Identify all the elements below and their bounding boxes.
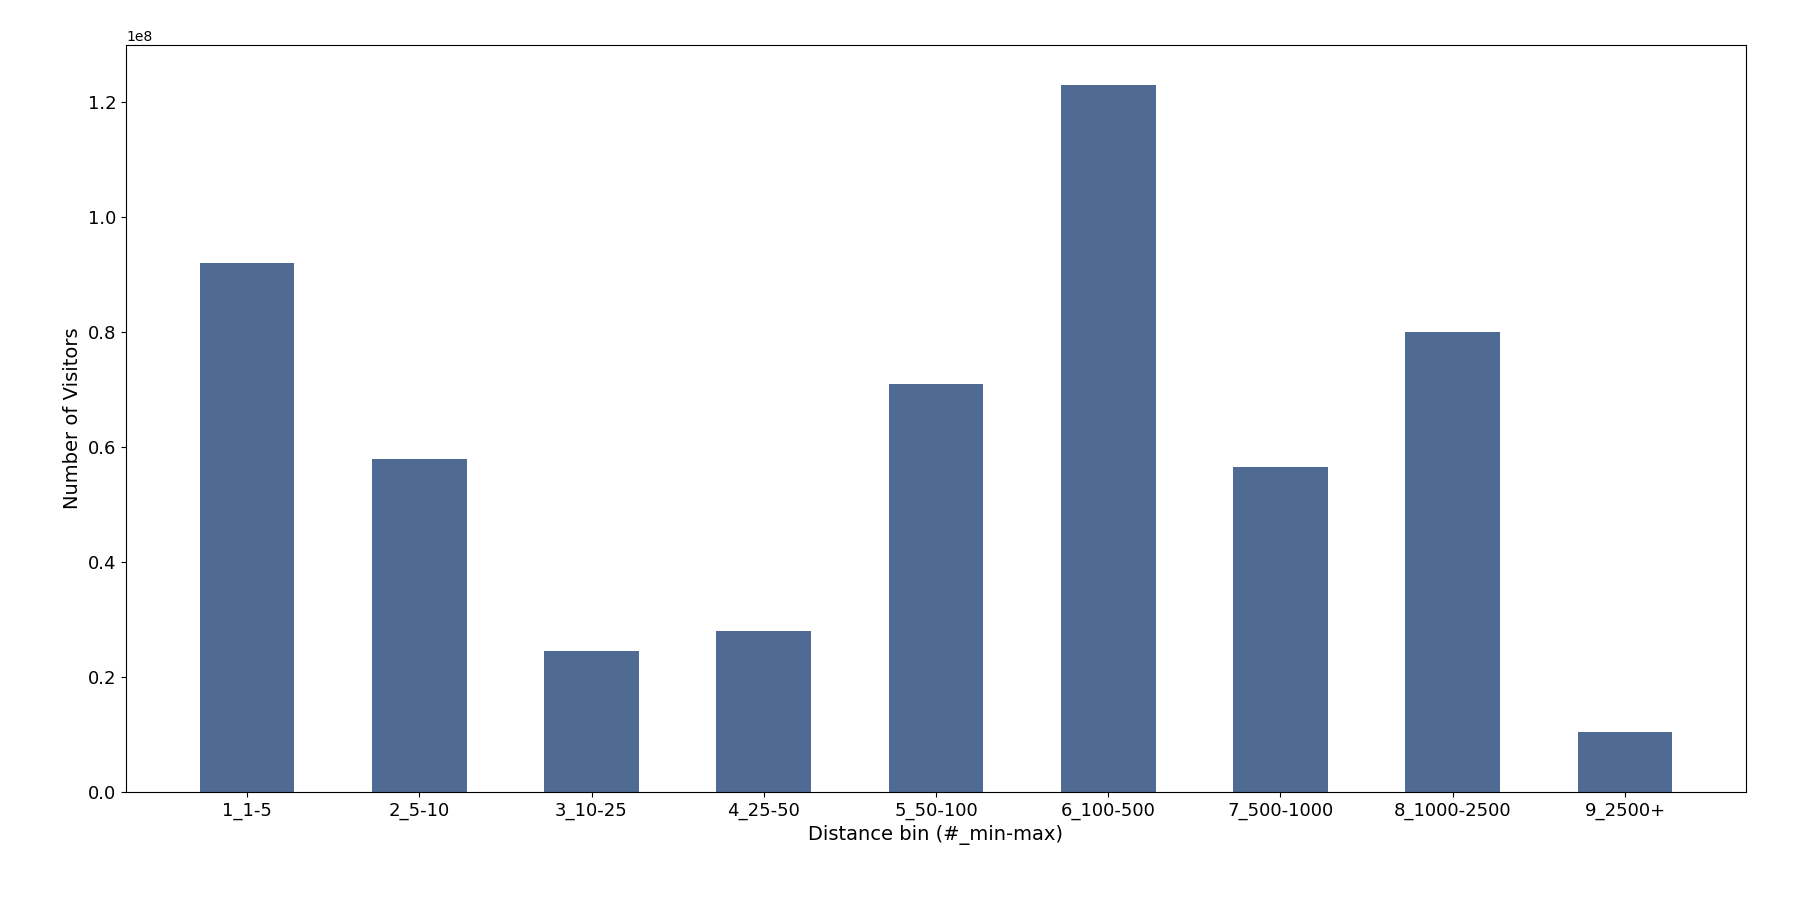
Bar xyxy=(889,384,983,792)
Bar xyxy=(1406,332,1499,792)
Bar xyxy=(200,264,295,792)
Bar xyxy=(1577,732,1672,792)
Bar xyxy=(544,652,639,792)
X-axis label: Distance bin (#_min-max): Distance bin (#_min-max) xyxy=(808,825,1064,845)
Y-axis label: Number of Visitors: Number of Visitors xyxy=(63,328,83,509)
Bar xyxy=(716,631,812,792)
Bar xyxy=(373,459,466,792)
Bar xyxy=(1060,86,1156,792)
Bar xyxy=(1233,467,1328,792)
